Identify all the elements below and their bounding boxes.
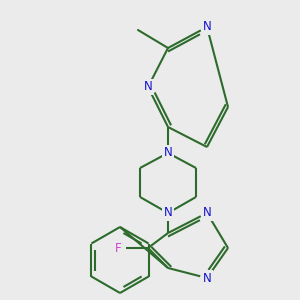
Text: N: N bbox=[202, 20, 211, 34]
Text: N: N bbox=[202, 272, 211, 284]
Text: N: N bbox=[164, 206, 172, 220]
Text: N: N bbox=[164, 146, 172, 160]
Text: F: F bbox=[115, 242, 121, 254]
Text: N: N bbox=[202, 206, 211, 220]
Text: N: N bbox=[144, 80, 152, 94]
